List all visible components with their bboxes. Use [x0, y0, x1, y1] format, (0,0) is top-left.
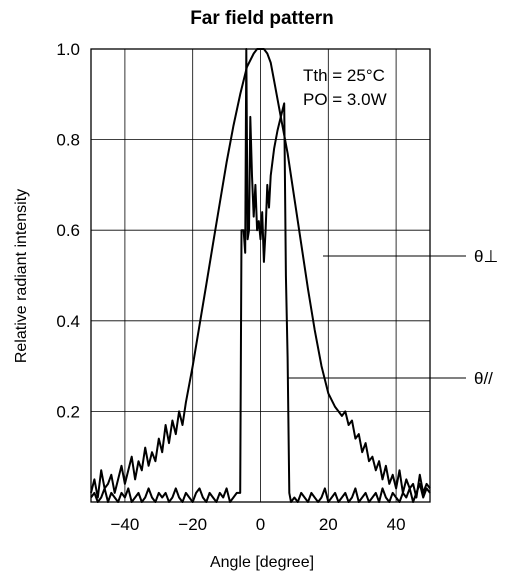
series-line-perpendicular [90, 48, 431, 499]
x-tick-label: −40 [110, 515, 139, 534]
y-tick-label: 1.0 [56, 40, 80, 59]
grid [91, 48, 430, 502]
y-tick-label: 0.4 [56, 312, 80, 331]
x-tick-label: 40 [387, 515, 406, 534]
y-tick-label: 0.8 [56, 131, 80, 150]
annotation-power: PO = 3.0W [303, 90, 387, 109]
series-line-parallel [90, 48, 431, 503]
legend-label-perp: θ⊥ [474, 247, 498, 266]
annotation-temperature: Tth = 25°C [303, 66, 385, 85]
series-lines [90, 48, 431, 503]
x-tick-label: −20 [178, 515, 207, 534]
x-tick-label: 0 [256, 515, 265, 534]
x-tick-label: 20 [319, 515, 338, 534]
tick-labels: −40 −20 0 20 40 0.2 0.4 0.6 0.8 1.0 [56, 40, 405, 534]
legend-label-par: θ// [474, 369, 493, 388]
y-tick-label: 0.6 [56, 221, 80, 240]
x-axis-label: Angle [degree] [210, 554, 314, 571]
y-axis-label: Relative radiant intensity [13, 189, 30, 363]
chart-title: Far field pattern [190, 8, 334, 29]
y-tick-label: 0.2 [56, 402, 80, 421]
